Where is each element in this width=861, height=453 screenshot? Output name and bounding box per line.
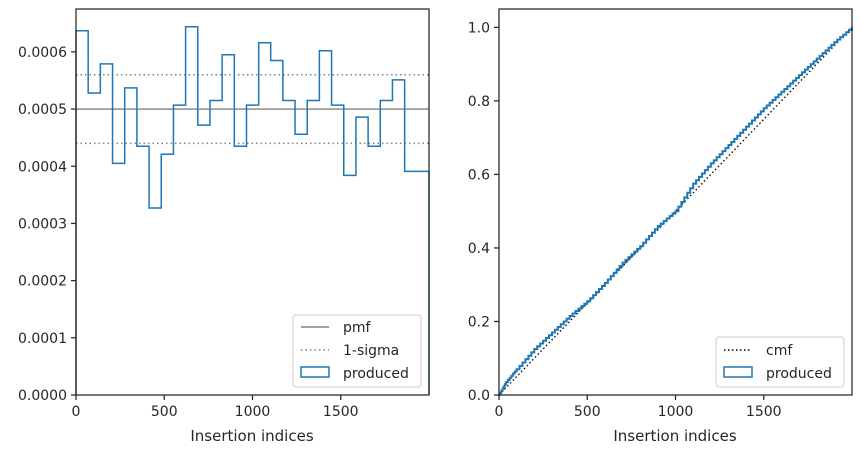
produced-histogram	[75, 25, 430, 395]
cmf-chart: 0 500 1000 1500 0.0 0.2 0.4 0.6 0.8 1.0 Insertio…	[468, 8, 853, 445]
x-tick-label: 1500	[323, 404, 359, 420]
legend-produced-label: produced	[766, 366, 832, 382]
x-tick-label: 1500	[746, 404, 782, 420]
plot-frame	[75, 8, 430, 396]
produced-cumulative-line	[499, 27, 853, 396]
x-ticks: 0 500 1000 1500	[72, 395, 359, 420]
legend-box	[292, 314, 422, 388]
legend: cmf produced	[715, 336, 845, 388]
legend-cmf-label: cmf	[766, 343, 793, 359]
x-tick-label: 1000	[658, 404, 694, 420]
cmf-line	[498, 26, 853, 396]
y-ticks: 0.0000 0.0001 0.0002 0.0003 0.0004 0.0005 0.00…	[18, 45, 76, 404]
y-tick-label: 0.0002	[18, 274, 67, 290]
series-lines	[498, 26, 853, 396]
x-axis-label: Insertion indices	[613, 427, 736, 445]
legend-sigma-label: 1-sigma	[343, 343, 399, 359]
x-tick-label: 1000	[235, 404, 271, 420]
y-tick-label: 0.6	[468, 167, 490, 183]
x-tick-label: 500	[574, 404, 601, 420]
x-tick-label: 500	[151, 404, 178, 420]
y-tick-label: 0.2	[468, 314, 490, 330]
y-tick-label: 0.0003	[18, 216, 67, 232]
y-tick-label: 0.8	[468, 94, 490, 110]
x-tick-label: 0	[495, 404, 504, 420]
y-tick-label: 0.0005	[18, 102, 67, 118]
legend-produced-swatch	[723, 366, 753, 378]
y-tick-label: 1.0	[468, 20, 490, 36]
x-tick-label: 0	[72, 404, 81, 420]
y-tick-label: 0.0	[468, 388, 490, 404]
legend: pmf 1-sigma produced	[292, 314, 422, 388]
x-axis-label: Insertion indices	[190, 427, 313, 445]
plot-frame	[498, 8, 853, 396]
x-ticks: 0 500 1000 1500	[495, 395, 782, 420]
y-tick-label: 0.4	[468, 241, 490, 257]
y-tick-label: 0.0004	[18, 159, 67, 175]
legend-produced-swatch	[300, 366, 330, 378]
series-lines	[75, 25, 430, 395]
legend-produced-label: produced	[343, 366, 409, 382]
y-tick-label: 0.0006	[18, 45, 67, 61]
pmf-chart: 0 500 1000 1500 0.00000.00010.00020.00030.0…	[18, 8, 430, 445]
y-tick-label: 0.0000	[18, 388, 67, 404]
y-ticks: 0.0 0.2 0.4 0.6 0.8 1.0	[468, 20, 499, 404]
legend-pmf-label: pmf	[343, 320, 372, 336]
y-tick-label: 0.0001	[18, 331, 67, 347]
